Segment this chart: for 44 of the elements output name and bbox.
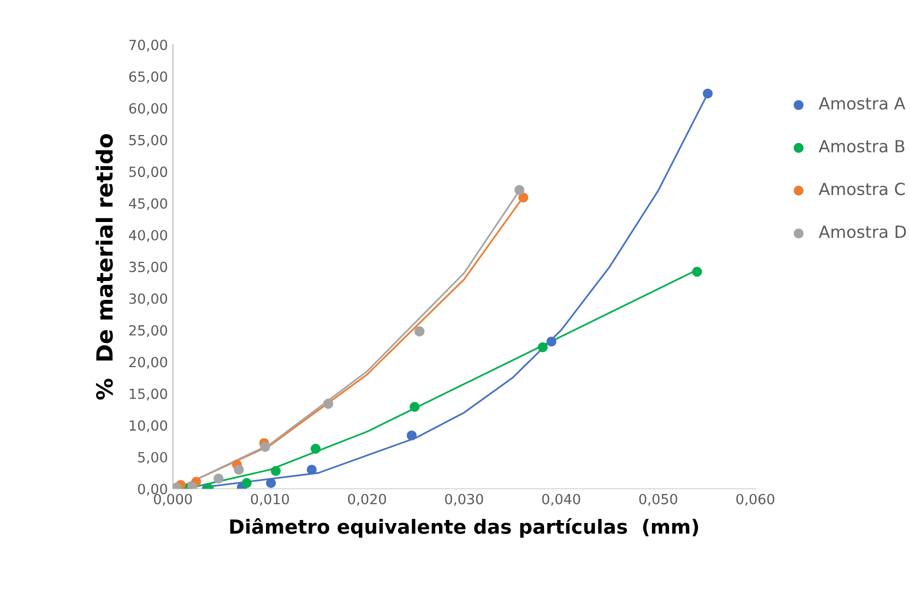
legend-label: Amostra C <box>818 182 905 196</box>
y-tick-label: 50,00 <box>129 166 168 178</box>
y-tick-label: 15,00 <box>130 388 168 400</box>
point <box>518 192 528 203</box>
point <box>406 430 417 440</box>
legend-label: Amostra B <box>818 140 904 152</box>
y-tick-label: 60,00 <box>129 103 168 116</box>
point <box>306 464 317 475</box>
x-tick-label: 0,050 <box>639 494 678 506</box>
point <box>546 336 556 347</box>
x-tick-label: 0,020 <box>348 494 386 506</box>
x-tick-label: 0,060 <box>736 494 774 506</box>
y-tick-label: 70,00 <box>129 40 168 52</box>
x-tick-label: 0,030 <box>445 494 484 506</box>
point <box>410 402 420 412</box>
y-axis-title: % De material retido <box>96 134 113 400</box>
y-tick-label: 5,00 <box>138 452 168 464</box>
point <box>260 442 270 452</box>
point <box>692 266 702 277</box>
y-tick-label: 20,00 <box>129 356 168 369</box>
legend-label: Amostra D <box>818 226 906 238</box>
point <box>514 184 524 195</box>
legend-label: Amostra A <box>818 97 906 110</box>
y-tick-label: 30,00 <box>129 293 168 306</box>
x-tick-label: 0,040 <box>542 494 580 506</box>
x-axis-title: Diâmetro equivalente das partículas (mm) <box>230 518 698 538</box>
x-tick-label: 0,010 <box>251 494 289 506</box>
y-tick-label: 25,00 <box>129 325 168 338</box>
point <box>266 478 276 488</box>
point <box>310 444 321 454</box>
y-tick-label: 55,00 <box>129 134 168 147</box>
y-tick-label: 0,00 <box>138 484 168 496</box>
point <box>270 466 281 476</box>
y-tick-label: 65,00 <box>129 71 168 84</box>
point <box>538 342 548 352</box>
y-tick-label: 10,00 <box>130 420 168 432</box>
point <box>234 464 244 475</box>
y-tick-label: 35,00 <box>129 262 168 274</box>
point <box>702 88 713 99</box>
point <box>242 478 252 488</box>
point <box>214 474 224 484</box>
x-tick-label: 0,000 <box>154 494 192 506</box>
y-tick-label: 45,00 <box>128 198 168 210</box>
y-tick-label: 40,00 <box>128 230 168 242</box>
